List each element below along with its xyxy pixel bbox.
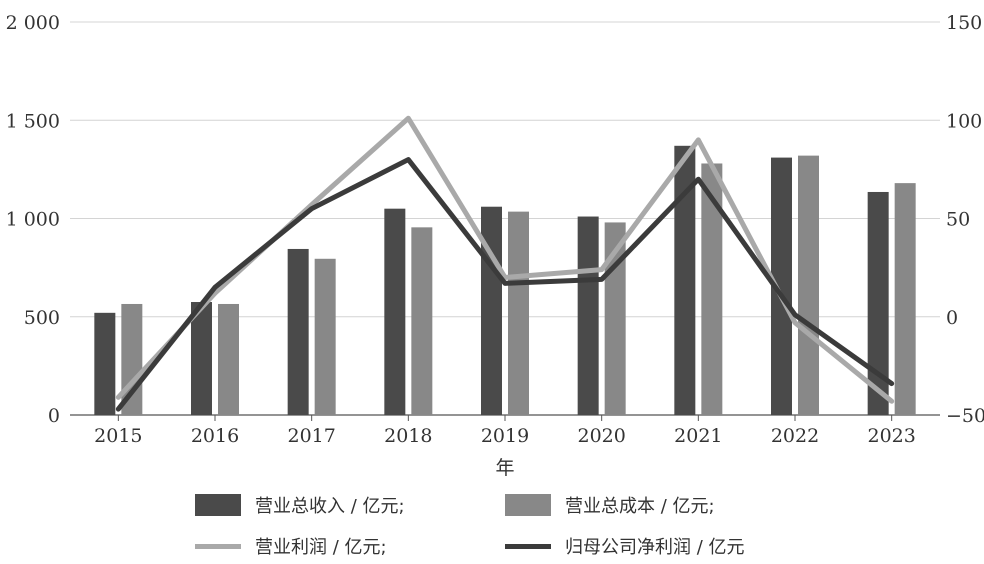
y-right-tick-label: 150 [946, 12, 982, 34]
bar-revenue-2019 [481, 206, 502, 415]
x-tick-label: 2016 [191, 425, 239, 447]
y-left-tick-label: 500 [24, 307, 60, 329]
x-tick-label: 2019 [481, 425, 529, 447]
bar-revenue-2020 [577, 216, 599, 415]
bar-cost-2017 [314, 258, 336, 415]
x-tick-label: 2020 [577, 425, 625, 447]
y-right-tick-label: 50 [946, 209, 970, 231]
x-tick-label: 2017 [287, 425, 335, 447]
bar-revenue-2023 [867, 191, 889, 415]
bar-cost-2023 [894, 183, 916, 415]
bar-cost-2021 [701, 163, 723, 415]
bar-cost-2018 [411, 227, 433, 415]
y-right-tick-label: −50 [946, 405, 984, 427]
bar-cost-2019 [508, 211, 529, 415]
x-tick-label: 2023 [867, 425, 915, 447]
bar-cost-2022 [798, 155, 819, 415]
x-tick-label: 2015 [94, 425, 142, 447]
left-y-axis: 0 500 1 000 1 500 2 000 [6, 12, 60, 427]
bar-revenue-2015 [94, 312, 116, 415]
x-axis: 2015 2016 2017 2018 2019 2020 2021 2022 2023 [94, 415, 916, 447]
x-tick-label: 2018 [384, 425, 432, 447]
y-left-tick-label: 1 000 [6, 209, 60, 231]
right-y-axis: −50 0 50 100 150 [946, 12, 984, 427]
y-left-tick-label: 0 [48, 405, 60, 427]
bar-revenue-2021 [674, 145, 696, 416]
line-net-profit [115, 157, 895, 412]
bar-series-group [94, 145, 916, 416]
bar-revenue-2022 [771, 157, 792, 415]
x-tick-label: 2021 [674, 425, 722, 447]
line-series-group [115, 115, 895, 412]
y-right-tick-label: 100 [946, 110, 982, 132]
bar-revenue-2017 [287, 248, 309, 415]
bar-revenue-2018 [384, 208, 406, 415]
y-right-tick-label: 0 [946, 307, 958, 329]
bar-cost-2016 [218, 303, 239, 415]
x-axis-title: 年 [495, 457, 514, 479]
x-tick-label: 2022 [771, 425, 819, 447]
y-left-tick-label: 2 000 [6, 12, 60, 34]
bar-revenue-2016 [191, 302, 212, 415]
y-left-tick-label: 1 500 [6, 110, 60, 132]
